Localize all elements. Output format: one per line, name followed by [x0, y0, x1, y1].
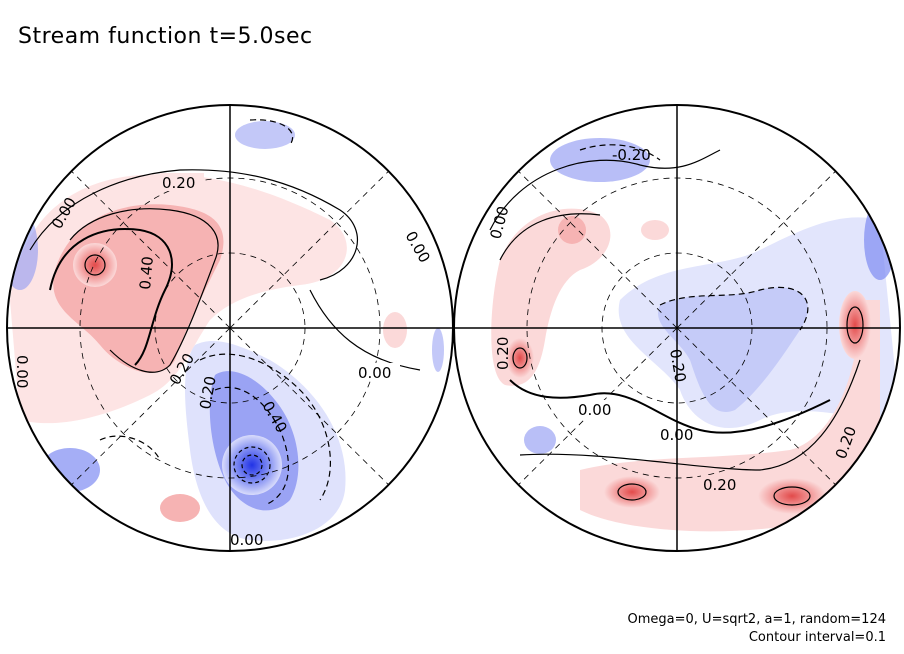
- left-label-10: 0.00: [13, 355, 31, 388]
- right-label-5: 0.00: [578, 401, 611, 419]
- left-pink-spot-s: [160, 494, 200, 522]
- contour-interval-caption: Contour interval=0.1: [748, 630, 886, 645]
- left-pink-spot-e: [383, 312, 407, 348]
- left-pink-peak: [73, 243, 117, 287]
- right-pink-band-south: [580, 300, 880, 532]
- left-blue-spot-n: [235, 121, 295, 149]
- right-pink-peak-se: [758, 478, 826, 514]
- right-blue-core: [657, 287, 808, 412]
- right-pink-peak-south: [604, 476, 660, 508]
- left-label-9: 0.00: [230, 531, 263, 549]
- right-label-7: 0.20: [703, 476, 736, 494]
- left-label-3: 0.40: [136, 256, 157, 291]
- right-pink-peak-east: [839, 291, 871, 359]
- left-label-7: 0.20: [196, 375, 220, 411]
- right-label-4: 0.20: [666, 348, 690, 384]
- left-blue-peak: [222, 435, 282, 495]
- right-blue-spot-sw: [524, 426, 556, 454]
- left-blue-spot-sw: [40, 448, 100, 492]
- right-contours: [489, 144, 864, 506]
- right-pink-spot-nw: [558, 216, 586, 244]
- right-label-6: 0.00: [660, 426, 693, 444]
- left-blue-spot-e: [432, 328, 444, 372]
- right-contour-labels: -0.20 0.00 0.20 0.20 0.00 0.00 0.20 0.20: [486, 146, 860, 494]
- figure-title: Stream function t=5.0sec: [18, 24, 313, 49]
- right-pink-spot-n: [641, 220, 669, 240]
- right-label-3: 0.20: [494, 337, 512, 370]
- right-label-1: -0.20: [612, 146, 651, 164]
- left-contours: [29, 119, 421, 506]
- right-pink-peak-west: [506, 338, 534, 378]
- left-label-1: 0.20: [162, 174, 195, 192]
- left-blue-spot-w: [7, 210, 38, 290]
- left-label-5: 0.00: [358, 364, 391, 382]
- parameters-caption: Omega=0, U=sqrt2, a=1, random=124: [627, 612, 886, 627]
